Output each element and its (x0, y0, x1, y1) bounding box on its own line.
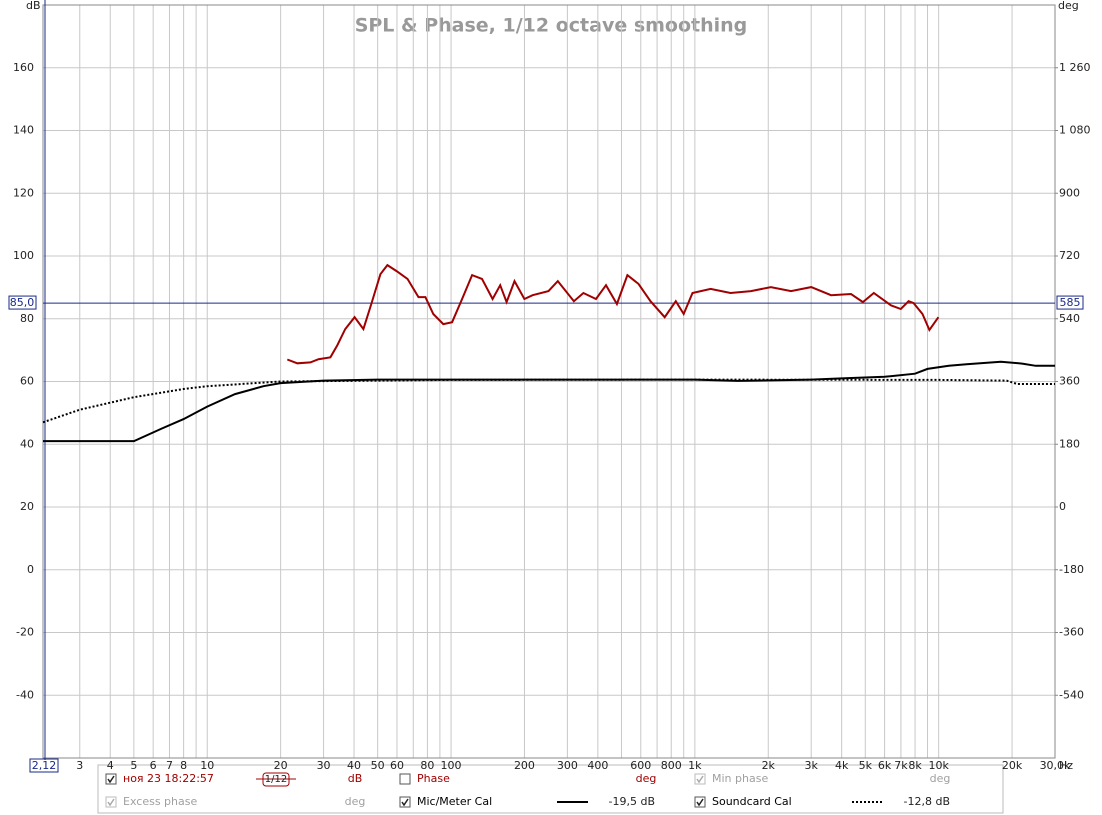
y2-tick-label: 540 (1059, 312, 1080, 325)
chart-title: SPL & Phase, 1/12 octave smoothing (355, 15, 748, 37)
y2-axis-label: deg (1058, 0, 1079, 12)
y2-tick-label: 180 (1059, 437, 1080, 450)
x-tick-label: 2,12 (32, 759, 57, 772)
legend-unit: dB (348, 772, 363, 785)
x-tick-label: 7k (894, 759, 908, 772)
legend-panel (97, 764, 1004, 814)
legend-unit: deg (636, 772, 657, 785)
legend-checkbox[interactable] (399, 773, 411, 785)
x-tick-label: 8k (908, 759, 922, 772)
x-tick-label: 300 (557, 759, 578, 772)
x-tick-label: 8 (180, 759, 187, 772)
x-tick-label: 80 (420, 759, 434, 772)
checkmark (107, 775, 115, 784)
y2-tick-label: 720 (1059, 249, 1080, 262)
y-tick-label: 160 (13, 61, 34, 74)
x-tick-label: 1k (688, 759, 702, 772)
y2-tick-label: -360 (1059, 626, 1084, 639)
x-tick-label: 60 (390, 759, 404, 772)
x-tick-label: 3 (76, 759, 83, 772)
legend-checkbox[interactable] (694, 796, 706, 808)
legend-checkbox[interactable] (105, 773, 117, 785)
y2-tick-label: 0 (1059, 500, 1066, 513)
y2-tick-label: 1 260 (1059, 61, 1091, 74)
legend-name: Excess phase (123, 795, 197, 808)
x-tick-label: 6 (150, 759, 157, 772)
legend-name: Mic/Meter Cal (417, 795, 492, 808)
x-start-box (29, 758, 59, 773)
legend-name: Soundcard Cal (712, 795, 792, 808)
y-tick-label: 0 (27, 563, 34, 576)
y-tick-label: 80 (20, 312, 34, 325)
y-tick-label: -40 (16, 688, 34, 701)
x-tick-label: 4 (107, 759, 114, 772)
marker-box (8, 295, 37, 310)
series-line (286, 263, 940, 365)
legend-checkbox[interactable] (694, 773, 706, 785)
y2-tick-label: -180 (1059, 563, 1084, 576)
legend-unit: deg (930, 772, 951, 785)
legend-offset: -12,8 dB (904, 795, 951, 808)
marker-label: 85,0 (10, 296, 35, 309)
legend-checkbox[interactable] (105, 796, 117, 808)
legend-offset: -19,5 dB (609, 795, 656, 808)
smoothing-label: 1/12 (265, 774, 287, 785)
legend-checkbox[interactable] (399, 796, 411, 808)
legend-name: Phase (417, 772, 450, 785)
y2-tick-label: 1 080 (1059, 124, 1091, 137)
legend-name: ноя 23 18:22:57 (123, 772, 214, 785)
y-tick-label: 140 (13, 124, 34, 137)
checkmark (107, 798, 115, 807)
x-tick-label: 20k (1002, 759, 1023, 772)
x-tick-label: 5k (859, 759, 873, 772)
x-tick-label: 50 (371, 759, 385, 772)
y-axis-label: dB (26, 0, 41, 12)
plot-frame (42, 4, 1056, 759)
y2-tick-label: 360 (1059, 375, 1080, 388)
y2-tick-label: 900 (1059, 186, 1080, 199)
x-tick-label: 400 (587, 759, 608, 772)
x-tick-label: 100 (441, 759, 462, 772)
checkmark (696, 798, 704, 807)
y-tick-label: 100 (13, 249, 34, 262)
x-tick-label: 4k (835, 759, 849, 772)
x-tick-label: 2k (762, 759, 776, 772)
series-line (42, 378, 1055, 424)
y-tick-label: 40 (20, 437, 34, 450)
x-tick-label: 30,0k (1040, 759, 1071, 772)
y-tick-label: 60 (20, 375, 34, 388)
x-tick-label: 600 (630, 759, 651, 772)
marker-box (1056, 295, 1084, 310)
legend-name: Min phase (712, 772, 768, 785)
x-tick-label: 3k (805, 759, 819, 772)
x-axis-label: Hz (1059, 759, 1073, 772)
x-tick-label: 40 (347, 759, 361, 772)
x-tick-label: 30 (317, 759, 331, 772)
y-tick-label: 120 (13, 186, 34, 199)
y-tick-label: 20 (20, 500, 34, 513)
x-tick-label: 800 (661, 759, 682, 772)
x-tick-label: 6k (878, 759, 892, 772)
legend-unit: deg (345, 795, 366, 808)
x-tick-label: 20 (274, 759, 288, 772)
checkmark (696, 775, 704, 784)
marker-y2-label: 585 (1060, 296, 1081, 309)
x-tick-label: 7 (166, 759, 173, 772)
y-tick-label: -20 (16, 626, 34, 639)
y2-tick-label: -540 (1059, 688, 1084, 701)
checkmark (401, 798, 409, 807)
x-tick-label: 200 (514, 759, 535, 772)
x-tick-label: 5 (130, 759, 137, 772)
x-tick-label: 10k (928, 759, 949, 772)
x-tick-label: 10 (200, 759, 214, 772)
